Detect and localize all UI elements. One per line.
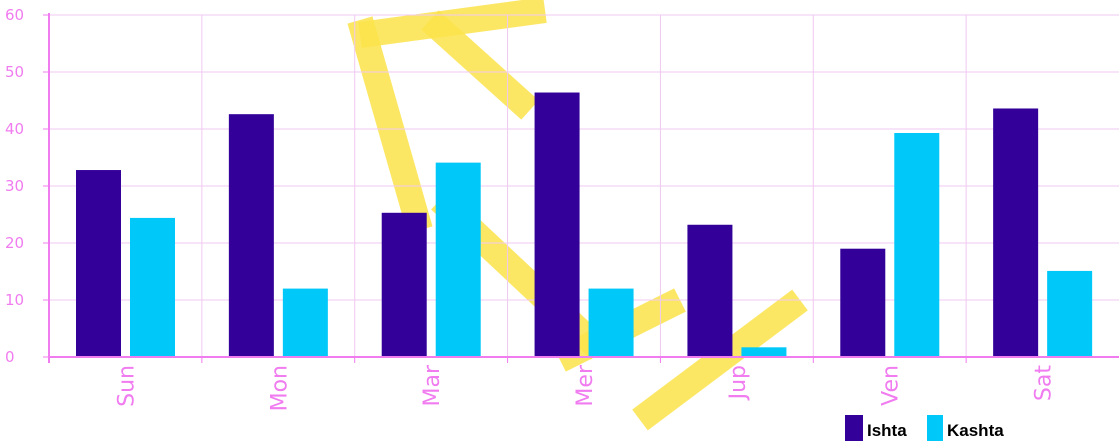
watermark-stroke <box>632 289 808 431</box>
x-tick-label: Sat <box>1032 365 1057 401</box>
y-tick-label: 20 <box>5 234 24 252</box>
y-tick-label: 30 <box>5 177 24 195</box>
x-tick-label: Mon <box>267 365 292 411</box>
legend-swatch-ishta <box>845 415 863 441</box>
bar-ishta-sun <box>76 170 121 357</box>
legend-label-ishta: Ishta <box>867 421 907 440</box>
bar-kashta-sat <box>1047 270 1093 357</box>
legend-swatch-kashta <box>927 415 943 441</box>
bar-ishta-mer <box>534 92 580 358</box>
bar-ishta-mar <box>381 212 427 357</box>
bar-kashta-mar <box>435 162 481 357</box>
x-tick-labels: Sun Mon Mar Mer Jup Ven Sat <box>114 364 1056 411</box>
bar-kashta-mer <box>588 288 634 357</box>
x-tick-label: Ven <box>879 365 904 406</box>
x-tick-label: Sun <box>114 365 139 407</box>
bar-kashta-ven <box>894 132 940 357</box>
bar-ishta-mon <box>228 114 274 358</box>
x-tick-label: Jup <box>726 365 751 401</box>
axes <box>43 13 1119 363</box>
y-tick-label: 60 <box>5 6 24 24</box>
bar-kashta-sun <box>130 217 175 357</box>
watermark-stroke <box>347 16 433 234</box>
y-tick-label: 40 <box>5 120 24 138</box>
y-tick-label: 50 <box>5 63 24 81</box>
x-tick-label: Mer <box>573 364 598 407</box>
bar-kashta-jup <box>741 347 787 357</box>
y-tick-label: 0 <box>5 348 15 366</box>
bar-ishta-sat <box>993 108 1039 357</box>
watermark-stroke <box>358 0 547 48</box>
y-tick-labels: 0 10 20 30 40 50 60 <box>5 6 24 366</box>
bar-ishta-ven <box>840 248 886 357</box>
legend-label-kashta: Kashta <box>947 421 1004 440</box>
bars <box>76 92 1093 358</box>
x-tick-label: Mar <box>420 364 445 406</box>
bar-ishta-jup <box>687 224 733 357</box>
legend: Ishta Kashta <box>845 415 1004 441</box>
y-tick-label: 10 <box>5 291 24 309</box>
bar-kashta-mon <box>282 288 328 357</box>
grid <box>49 14 1119 358</box>
